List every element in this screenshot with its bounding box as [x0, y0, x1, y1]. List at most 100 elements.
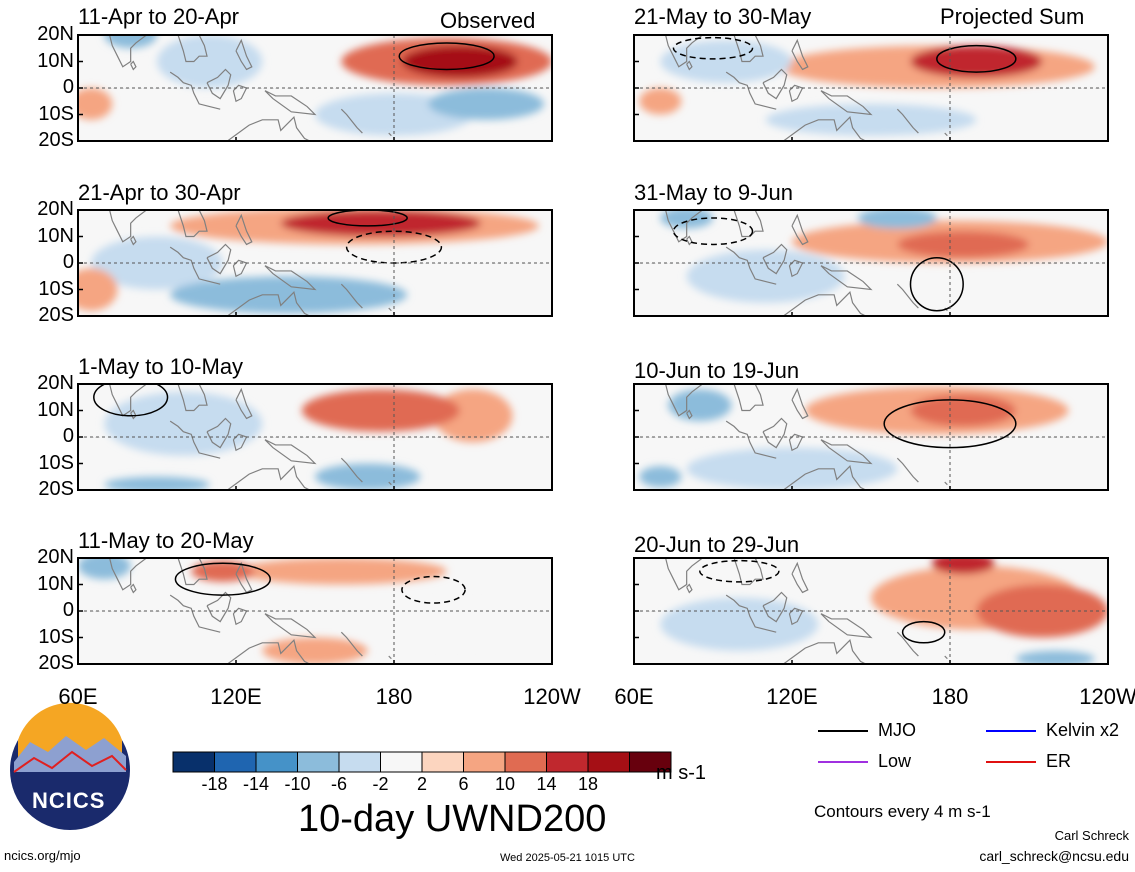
projected-tag: Projected Sum — [940, 4, 1085, 29]
coastline — [388, 655, 392, 660]
y-tick-label: 20N — [37, 198, 74, 220]
y-tick-label: 10N — [37, 398, 74, 421]
coastline — [177, 35, 208, 63]
coastline — [791, 213, 809, 246]
coastline — [733, 35, 764, 63]
coastline — [820, 90, 873, 116]
coastline — [686, 409, 693, 420]
colorbar-swatch — [297, 751, 340, 773]
wind-anomaly-blob — [897, 231, 1029, 258]
coastline — [388, 307, 392, 312]
contour-note: Contours every 4 m s-1 — [814, 802, 991, 821]
observed-tag: Observed — [440, 8, 536, 33]
coastline — [686, 583, 693, 594]
y-tick-label: 20N — [37, 546, 74, 568]
y-tick-label: 20S — [38, 304, 74, 326]
x-tick-label: 60E — [614, 684, 654, 709]
coastline — [214, 638, 311, 664]
coastline — [896, 457, 919, 483]
coastline — [232, 259, 248, 278]
coastline — [762, 591, 788, 623]
colorbar-tick-label: -18 — [201, 774, 228, 794]
coastline — [788, 84, 804, 103]
wind-anomaly-blob — [315, 463, 421, 490]
coastline — [896, 108, 919, 134]
coastline — [109, 35, 147, 68]
mjo-contour — [327, 210, 408, 227]
y-tick-label: 20N — [37, 372, 74, 394]
wind-anomaly-blob — [280, 210, 481, 237]
coastline — [340, 457, 363, 483]
coastline — [264, 90, 317, 116]
coastline — [232, 607, 248, 626]
coastline — [388, 132, 392, 137]
wind-anomaly-blob — [639, 466, 682, 488]
y-tick-label: 0 — [62, 251, 74, 273]
wind-anomaly-blob — [262, 637, 368, 664]
mjo-contour — [883, 399, 1017, 449]
coastline — [725, 420, 777, 459]
colorbar-swatch — [214, 751, 257, 773]
coastline — [820, 613, 873, 639]
coastline — [762, 68, 788, 100]
coastline — [206, 591, 232, 623]
footer-link[interactable]: ncics.org/mjo — [4, 848, 81, 863]
mjo-contour — [93, 384, 169, 417]
coastline — [109, 558, 147, 591]
coastline — [214, 115, 311, 141]
coastline — [264, 265, 317, 291]
wind-anomaly-blob — [639, 88, 682, 115]
wind-anomaly-blob — [910, 394, 1016, 427]
y-tick-label: 0 — [62, 76, 74, 98]
wind-anomaly-blob — [401, 45, 518, 78]
coastline — [206, 243, 232, 275]
wind-anomaly-blob — [104, 476, 210, 490]
coastline — [177, 210, 208, 238]
x-tick-label: 120E — [766, 684, 818, 709]
coastline — [388, 481, 392, 486]
y-tick-label: 20S — [38, 478, 74, 500]
wind-anomaly-blob — [686, 447, 898, 490]
coastline — [820, 265, 873, 291]
coastline — [232, 433, 248, 452]
mjo-contour — [345, 230, 443, 264]
author: Carl Schreck — [1054, 828, 1129, 843]
coastline — [944, 655, 948, 660]
coastline — [791, 387, 809, 420]
coastline — [896, 631, 919, 657]
y-tick-label: 10N — [37, 572, 74, 595]
y-tick-label: 10N — [37, 224, 74, 247]
wind-anomaly-blob — [765, 103, 977, 136]
panel-title: 21-Apr to 30-Apr — [78, 180, 241, 205]
legend-label: Low — [878, 751, 912, 771]
panel-title: 1-May to 10-May — [78, 354, 244, 379]
mjo-contour — [672, 36, 754, 60]
colorbar-tick-label: -10 — [284, 774, 311, 794]
wind-anomaly-blob — [191, 560, 255, 582]
coastline — [214, 290, 311, 316]
units-label: m s-1 — [656, 762, 706, 784]
wind-anomaly-blob — [301, 389, 460, 432]
coastline — [820, 439, 873, 465]
coastline — [896, 283, 919, 309]
wind-anomaly-blob — [857, 210, 937, 229]
y-tick-label: 10S — [38, 102, 74, 125]
heatmap-panel — [77, 383, 553, 491]
wind-anomaly-blob — [104, 35, 157, 49]
coastline — [232, 84, 248, 103]
coastline — [340, 283, 363, 309]
coastline — [944, 132, 948, 137]
heatmap-panel — [633, 209, 1109, 317]
coastline — [109, 384, 147, 417]
coastline — [665, 384, 703, 417]
x-tick-label: 60E — [58, 684, 98, 709]
y-tick-label: 10S — [38, 625, 74, 648]
mjo-contour — [901, 620, 946, 644]
wind-anomaly-blob — [660, 40, 793, 83]
coastline — [109, 210, 147, 243]
mjo-contour — [401, 575, 466, 604]
panel-title: 21-May to 30-May — [634, 4, 812, 29]
coastline — [665, 558, 703, 591]
legend-label: ER — [1046, 751, 1072, 771]
